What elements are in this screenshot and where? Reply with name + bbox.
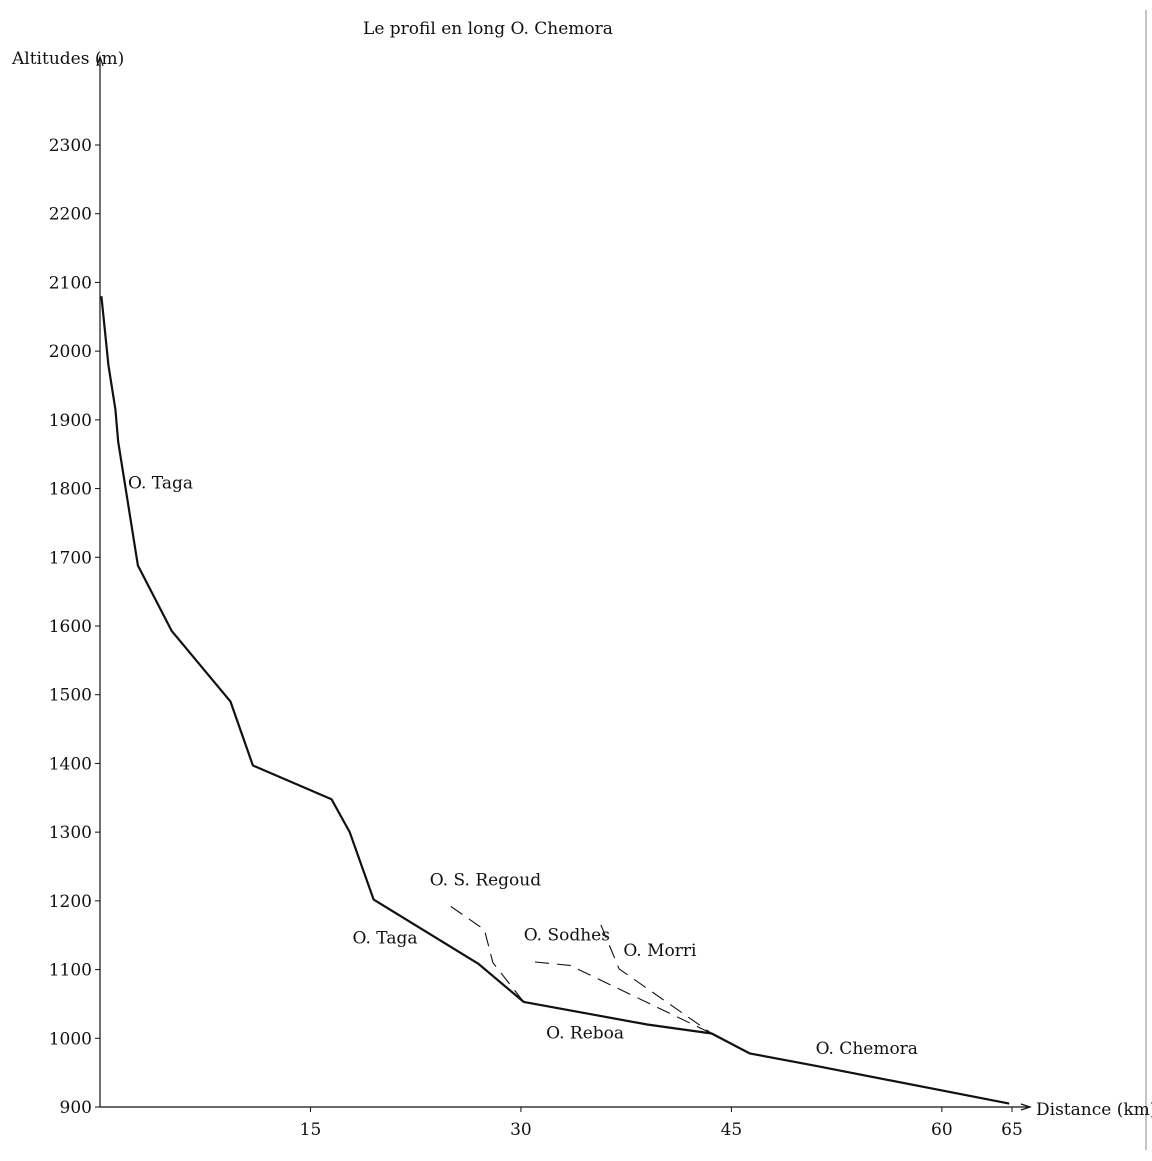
x-tick-label: 15 bbox=[300, 1120, 322, 1140]
x-axis-title: Distance (km) bbox=[1036, 1100, 1152, 1120]
tributary-dashed-line bbox=[534, 961, 712, 1034]
river-label: O. Taga bbox=[353, 928, 418, 948]
river-label: O. Sodhes bbox=[524, 926, 610, 946]
y-tick-label: 2100 bbox=[49, 273, 92, 293]
axes bbox=[96, 55, 1032, 1111]
river-label: O. Chemora bbox=[816, 1039, 918, 1059]
x-tick-label: 65 bbox=[1001, 1120, 1023, 1140]
series-layer bbox=[100, 296, 1010, 1105]
y-tick-label: 900 bbox=[60, 1098, 92, 1118]
y-ticks: 900 1000 1100 1200 1300 1400 1500 1600 1700 1800 1… bbox=[49, 136, 100, 1118]
x-tick-label: 30 bbox=[510, 1120, 532, 1140]
y-axis-title: Altitudes (m) bbox=[11, 49, 124, 69]
y-tick-label: 1400 bbox=[49, 754, 92, 774]
y-tick-label: 2000 bbox=[49, 342, 92, 362]
y-tick-label: 1800 bbox=[49, 480, 92, 500]
tributary-dashed-line bbox=[450, 905, 525, 1003]
river-label: O. Morri bbox=[623, 941, 697, 961]
y-tick-label: 1200 bbox=[49, 892, 92, 912]
x-tick-label: 45 bbox=[721, 1120, 743, 1140]
tributary-dashed-line bbox=[600, 924, 713, 1034]
x-axis-arrow bbox=[1020, 1103, 1032, 1111]
y-axis-arrow bbox=[96, 55, 104, 67]
y-tick-label: 1600 bbox=[49, 617, 92, 637]
river-label: O. Reboa bbox=[546, 1023, 624, 1043]
y-tick-label: 1000 bbox=[49, 1029, 92, 1049]
y-tick-label: 1500 bbox=[49, 686, 92, 706]
x-tick-label: 60 bbox=[931, 1120, 953, 1140]
y-tick-label: 1100 bbox=[49, 961, 92, 981]
y-tick-label: 2200 bbox=[49, 205, 92, 225]
main-profile-line bbox=[100, 296, 1010, 1105]
river-label: O. S. Regoud bbox=[430, 871, 542, 891]
y-tick-label: 1900 bbox=[49, 411, 92, 431]
y-tick-label: 1300 bbox=[49, 823, 92, 843]
river-label: O. Taga bbox=[128, 474, 193, 494]
chart-title: Le profil en long O. Chemora bbox=[363, 19, 613, 39]
y-tick-label: 2300 bbox=[49, 136, 92, 156]
x-ticks: 15 30 45 60 65 bbox=[300, 1107, 1023, 1140]
y-tick-label: 1700 bbox=[49, 548, 92, 568]
annotation-layer: O. Taga O. Taga O. S. Regoud O. Sodhes O. Mo… bbox=[128, 474, 918, 1060]
